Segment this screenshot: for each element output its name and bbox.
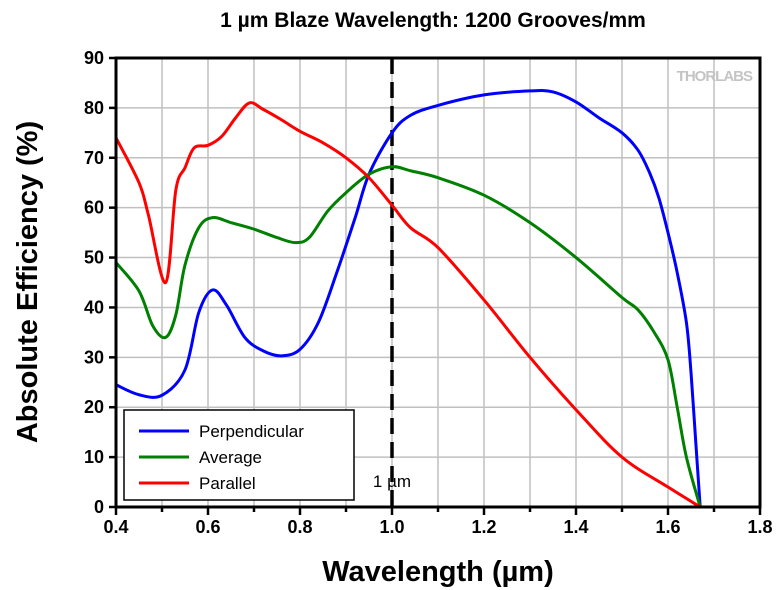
chart-title: 1 µm Blaze Wavelength: 1200 Grooves/mm <box>220 9 646 32</box>
x-tick-label: 1.0 <box>379 517 404 537</box>
y-tick-label: 50 <box>84 248 104 268</box>
y-tick-label: 80 <box>84 98 104 118</box>
x-axis-label: Wavelength (µm) <box>322 556 554 588</box>
y-tick-label: 10 <box>84 447 104 467</box>
y-tick-label: 90 <box>84 48 104 68</box>
thorlabs-logo: THORLABS <box>677 68 753 85</box>
x-tick-label: 0.4 <box>103 517 128 537</box>
y-tick-label: 30 <box>84 347 104 367</box>
x-tick-label: 1.8 <box>747 517 772 537</box>
y-tick-label: 70 <box>84 148 104 168</box>
series-line-average <box>114 165 702 508</box>
y-tick-label: 0 <box>94 497 104 517</box>
x-tick-label: 1.2 <box>471 517 496 537</box>
x-tick-label: 1.6 <box>655 517 680 537</box>
legend-label-perpendicular: Perpendicular <box>199 422 304 441</box>
x-tick-label: 0.8 <box>287 517 312 537</box>
series-lines <box>114 89 702 509</box>
y-tick-label: 60 <box>84 198 104 218</box>
axis-ticks: 0.4 0.6 0.8 1.0 1.2 1.4 1.6 1.8 0 10 20 30 40 50 60 70 8… <box>84 48 773 537</box>
series-line-perpendicular <box>115 89 702 508</box>
x-tick-label: 0.6 <box>195 517 220 537</box>
legend: Perpendicular Average Parallel <box>123 409 355 501</box>
series-line-parallel <box>114 101 701 509</box>
one-micron-label: 1 µm <box>373 472 411 491</box>
x-tick-label: 1.4 <box>563 517 588 537</box>
y-tick-label: 40 <box>84 297 104 317</box>
legend-box <box>123 409 355 501</box>
legend-label-average: Average <box>199 448 262 467</box>
y-tick-label: 20 <box>84 397 104 417</box>
legend-label-parallel: Parallel <box>199 474 256 493</box>
y-axis-label: Absolute Efficiency (%) <box>12 121 44 443</box>
